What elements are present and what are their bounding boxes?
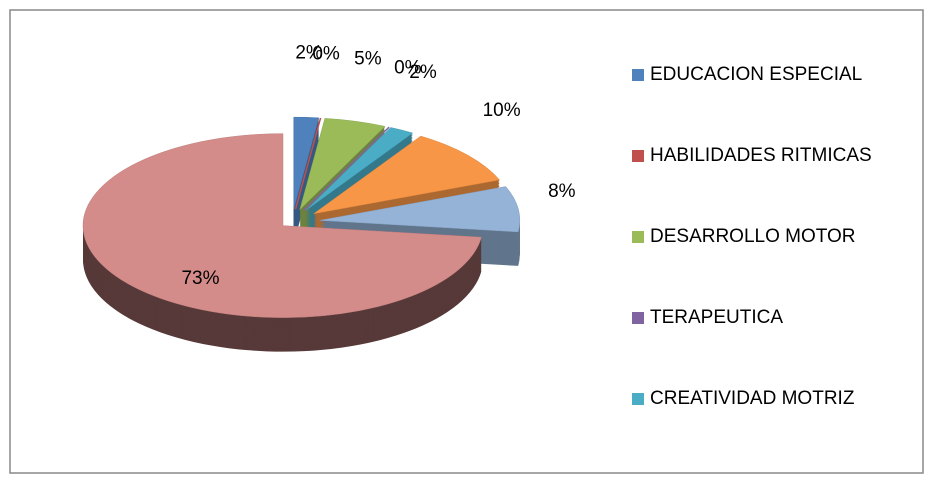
slice-side bbox=[295, 126, 321, 218]
legend-label: HABILIDADES RITMICAS bbox=[650, 145, 872, 166]
legend-label: EDUCACION ESPECIAL bbox=[650, 64, 862, 85]
legend-label: DESARROLLO MOTOR bbox=[650, 226, 856, 247]
slice-side bbox=[295, 127, 321, 220]
data-label: 5% bbox=[354, 49, 382, 70]
slice-side bbox=[295, 124, 321, 217]
slice bbox=[313, 135, 501, 215]
data-label: 2% bbox=[409, 62, 437, 83]
slice bbox=[319, 186, 521, 233]
data-label: 73% bbox=[181, 268, 219, 289]
data-label: 10% bbox=[483, 100, 521, 121]
legend-label: CREATIVIDAD MOTRIZ bbox=[650, 388, 855, 409]
legend-swatch bbox=[632, 150, 644, 162]
slice bbox=[293, 116, 320, 210]
slice-side bbox=[295, 123, 321, 215]
data-label: 2% bbox=[295, 43, 323, 64]
data-label: 0% bbox=[312, 43, 340, 64]
slice bbox=[305, 127, 414, 211]
legend-swatch bbox=[632, 312, 644, 324]
legend-label: TERAPEUTICA bbox=[650, 307, 783, 328]
legend-swatch bbox=[632, 69, 644, 81]
slice bbox=[299, 118, 386, 211]
data-label: 0% bbox=[394, 57, 422, 78]
slice bbox=[82, 133, 482, 318]
legend-swatch bbox=[632, 231, 644, 243]
slice-side bbox=[295, 121, 321, 214]
legend-swatch bbox=[632, 393, 644, 405]
data-label: 8% bbox=[548, 181, 576, 202]
